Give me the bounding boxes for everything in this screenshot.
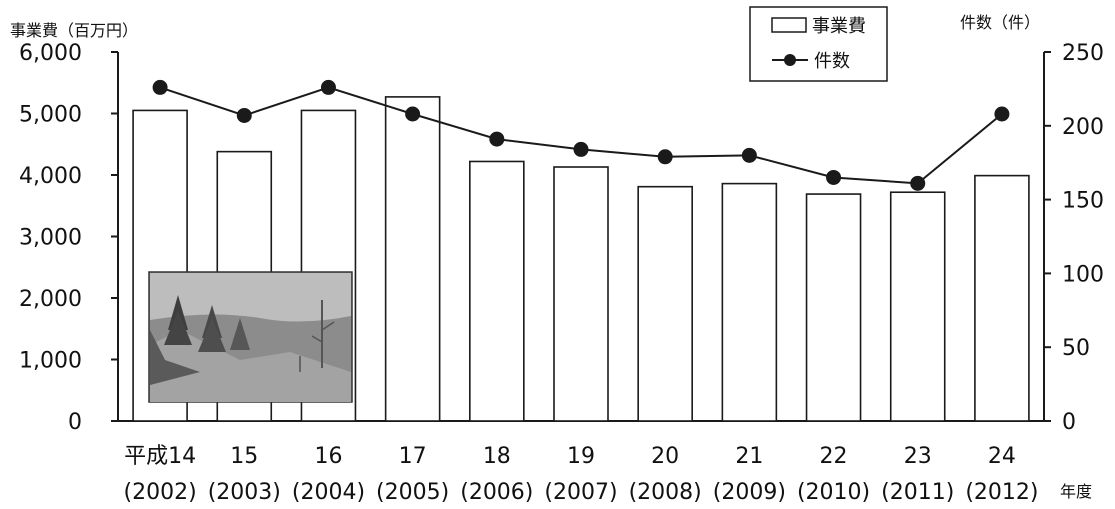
bar-business-cost	[553, 166, 609, 422]
x-category-era-label: 15	[230, 444, 258, 469]
count-point	[994, 106, 1010, 122]
x-category-year-label: (2012)	[965, 480, 1038, 505]
y-left-tick-label: 5,000	[19, 103, 82, 128]
count-point	[657, 149, 673, 165]
bar-business-cost	[637, 185, 693, 422]
y-left-tick-label: 1,000	[19, 349, 82, 374]
x-category-era-label: 16	[314, 444, 342, 469]
y-right-tick-label: 0	[1062, 410, 1076, 435]
x-category-era-label: 17	[399, 444, 427, 469]
bar-business-cost	[384, 96, 441, 422]
x-category-era-label: 22	[820, 444, 848, 469]
bar-business-cost	[805, 193, 862, 422]
count-point	[910, 175, 926, 191]
x-category-year-label: (2006)	[460, 480, 533, 505]
x-category-year-label: (2009)	[713, 480, 786, 505]
x-category-year-label: (2010)	[797, 480, 870, 505]
forest-landscape-photo	[148, 271, 353, 403]
y-right-tick-label: 50	[1062, 336, 1090, 361]
count-point	[236, 107, 252, 123]
y-right-tick-label: 100	[1062, 262, 1104, 287]
y-left-tick-label: 0	[68, 410, 82, 435]
x-category-year-label: (2005)	[376, 480, 449, 505]
count-point	[573, 141, 589, 157]
legend: 事業費 件数	[749, 6, 888, 82]
x-category-era-label: 20	[651, 444, 679, 469]
y-right-tick-label: 150	[1062, 189, 1104, 214]
count-point	[152, 79, 168, 95]
x-category-year-label: (2008)	[629, 480, 702, 505]
x-category-era-label: 24	[988, 444, 1016, 469]
count-point	[489, 131, 505, 147]
x-category-era-label: 23	[904, 444, 932, 469]
x-category-year-label: (2011)	[881, 480, 954, 505]
legend-bar-label: 事業費	[812, 16, 866, 37]
y-left-tick-label: 3,000	[19, 226, 82, 251]
bar-business-cost	[721, 182, 778, 422]
x-category-year-label: (2004)	[292, 480, 365, 505]
x-category-era-label: 平成14	[124, 444, 196, 469]
bar-business-cost	[974, 174, 1030, 422]
count-point	[405, 106, 421, 122]
legend-bar-swatch	[771, 17, 807, 33]
x-axis-unit-label: 年度	[1060, 482, 1092, 501]
count-point	[741, 147, 757, 163]
y-left-tick-label: 2,000	[19, 287, 82, 312]
y-left-tick-label: 4,000	[19, 164, 82, 189]
y-right-tick-label: 200	[1062, 115, 1104, 140]
legend-line-marker	[784, 54, 796, 66]
x-category-era-label: 21	[735, 444, 763, 469]
y-right-tick-label: 250	[1062, 41, 1104, 66]
count-point	[320, 79, 336, 95]
bar-business-cost	[469, 160, 525, 422]
count-point	[826, 169, 842, 185]
y-left-axis-title: 事業費（百万円）	[10, 21, 138, 40]
count-line-series	[152, 79, 1010, 191]
y-left-tick-label: 6,000	[19, 41, 82, 66]
y-right-ticks: 250 200 150 100 50 0	[1044, 41, 1104, 435]
x-category-year-label: (2003)	[208, 480, 281, 505]
x-category-era-label: 18	[483, 444, 511, 469]
x-category-year-label: (2007)	[544, 480, 617, 505]
x-category-year-label: (2002)	[124, 480, 197, 505]
x-category-era-label: 19	[567, 444, 595, 469]
x-category-labels: 平成14 (2002) 15 (2003) 16 (2004) 17 (2005) 18 (200…	[124, 444, 1039, 505]
y-left-ticks: 6,000 5,000 4,000 3,000 2,000 1,000 0	[19, 41, 118, 435]
bar-business-cost	[889, 191, 946, 422]
legend-line-label: 件数	[814, 51, 850, 72]
y-right-axis-title: 件数（件）	[960, 13, 1040, 32]
